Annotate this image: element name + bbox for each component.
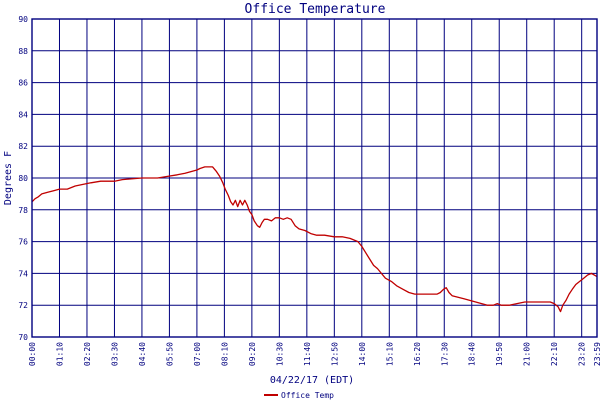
y-tick-label: 76 <box>18 238 28 247</box>
x-tick-label: 16:20 <box>413 342 422 366</box>
y-tick-label: 86 <box>18 79 28 88</box>
y-tick-labels: 70 72 74 76 78 80 82 84 86 88 90 <box>18 15 28 342</box>
x-tick-label: 18:40 <box>468 342 477 366</box>
series-layer <box>31 166 598 313</box>
x-tick-label: 07:00 <box>193 342 202 366</box>
x-tick-label: 08:10 <box>220 342 229 366</box>
grid <box>31 18 598 338</box>
y-tick-label: 80 <box>18 174 28 183</box>
y-tick-label: 84 <box>18 110 28 119</box>
legend: Office Temp <box>264 391 334 400</box>
x-tick-label: 14:00 <box>358 342 367 366</box>
plot-frame <box>31 18 598 338</box>
series-line-office-temp <box>31 166 598 313</box>
x-tick-label: 10:30 <box>275 342 284 366</box>
x-tick-label: 17:30 <box>440 342 449 366</box>
x-tick-label: 23:20 <box>578 342 587 366</box>
x-tick-label: 12:50 <box>330 342 339 366</box>
legend-label: Office Temp <box>281 391 334 400</box>
x-tick-label: 21:00 <box>523 342 532 366</box>
x-tick-labels: 00:00 01:10 02:20 03:30 04:40 05:50 07:00 08:10… <box>28 342 600 366</box>
y-tick-label: 82 <box>18 142 28 151</box>
y-tick-label: 78 <box>18 206 28 215</box>
y-axis-label: Degrees F <box>3 151 14 205</box>
x-tick-label: 15:10 <box>385 342 394 366</box>
y-tick-label: 72 <box>18 301 28 310</box>
x-tick-label: 04:40 <box>138 342 147 366</box>
x-tick-label: 02:20 <box>83 342 92 366</box>
x-tick-label: 01:10 <box>55 342 64 366</box>
y-tick-label: 70 <box>18 333 28 342</box>
x-tick-label: 23:59 <box>593 342 600 366</box>
y-tick-label: 88 <box>18 47 28 56</box>
x-tick-label: 05:50 <box>165 342 174 366</box>
x-axis-label: 04/22/17 (EDT) <box>270 375 354 386</box>
x-tick-label: 03:30 <box>110 342 119 366</box>
x-tick-label: 11:40 <box>303 342 312 366</box>
chart-title: Office Temperature <box>245 2 386 17</box>
y-tick-label: 90 <box>18 15 28 24</box>
x-tick-label: 19:50 <box>495 342 504 366</box>
y-tick-label: 74 <box>18 269 28 278</box>
x-tick-label: 00:00 <box>28 342 37 366</box>
x-tick-label: 22:10 <box>550 342 559 366</box>
x-tick-label: 09:20 <box>248 342 257 366</box>
